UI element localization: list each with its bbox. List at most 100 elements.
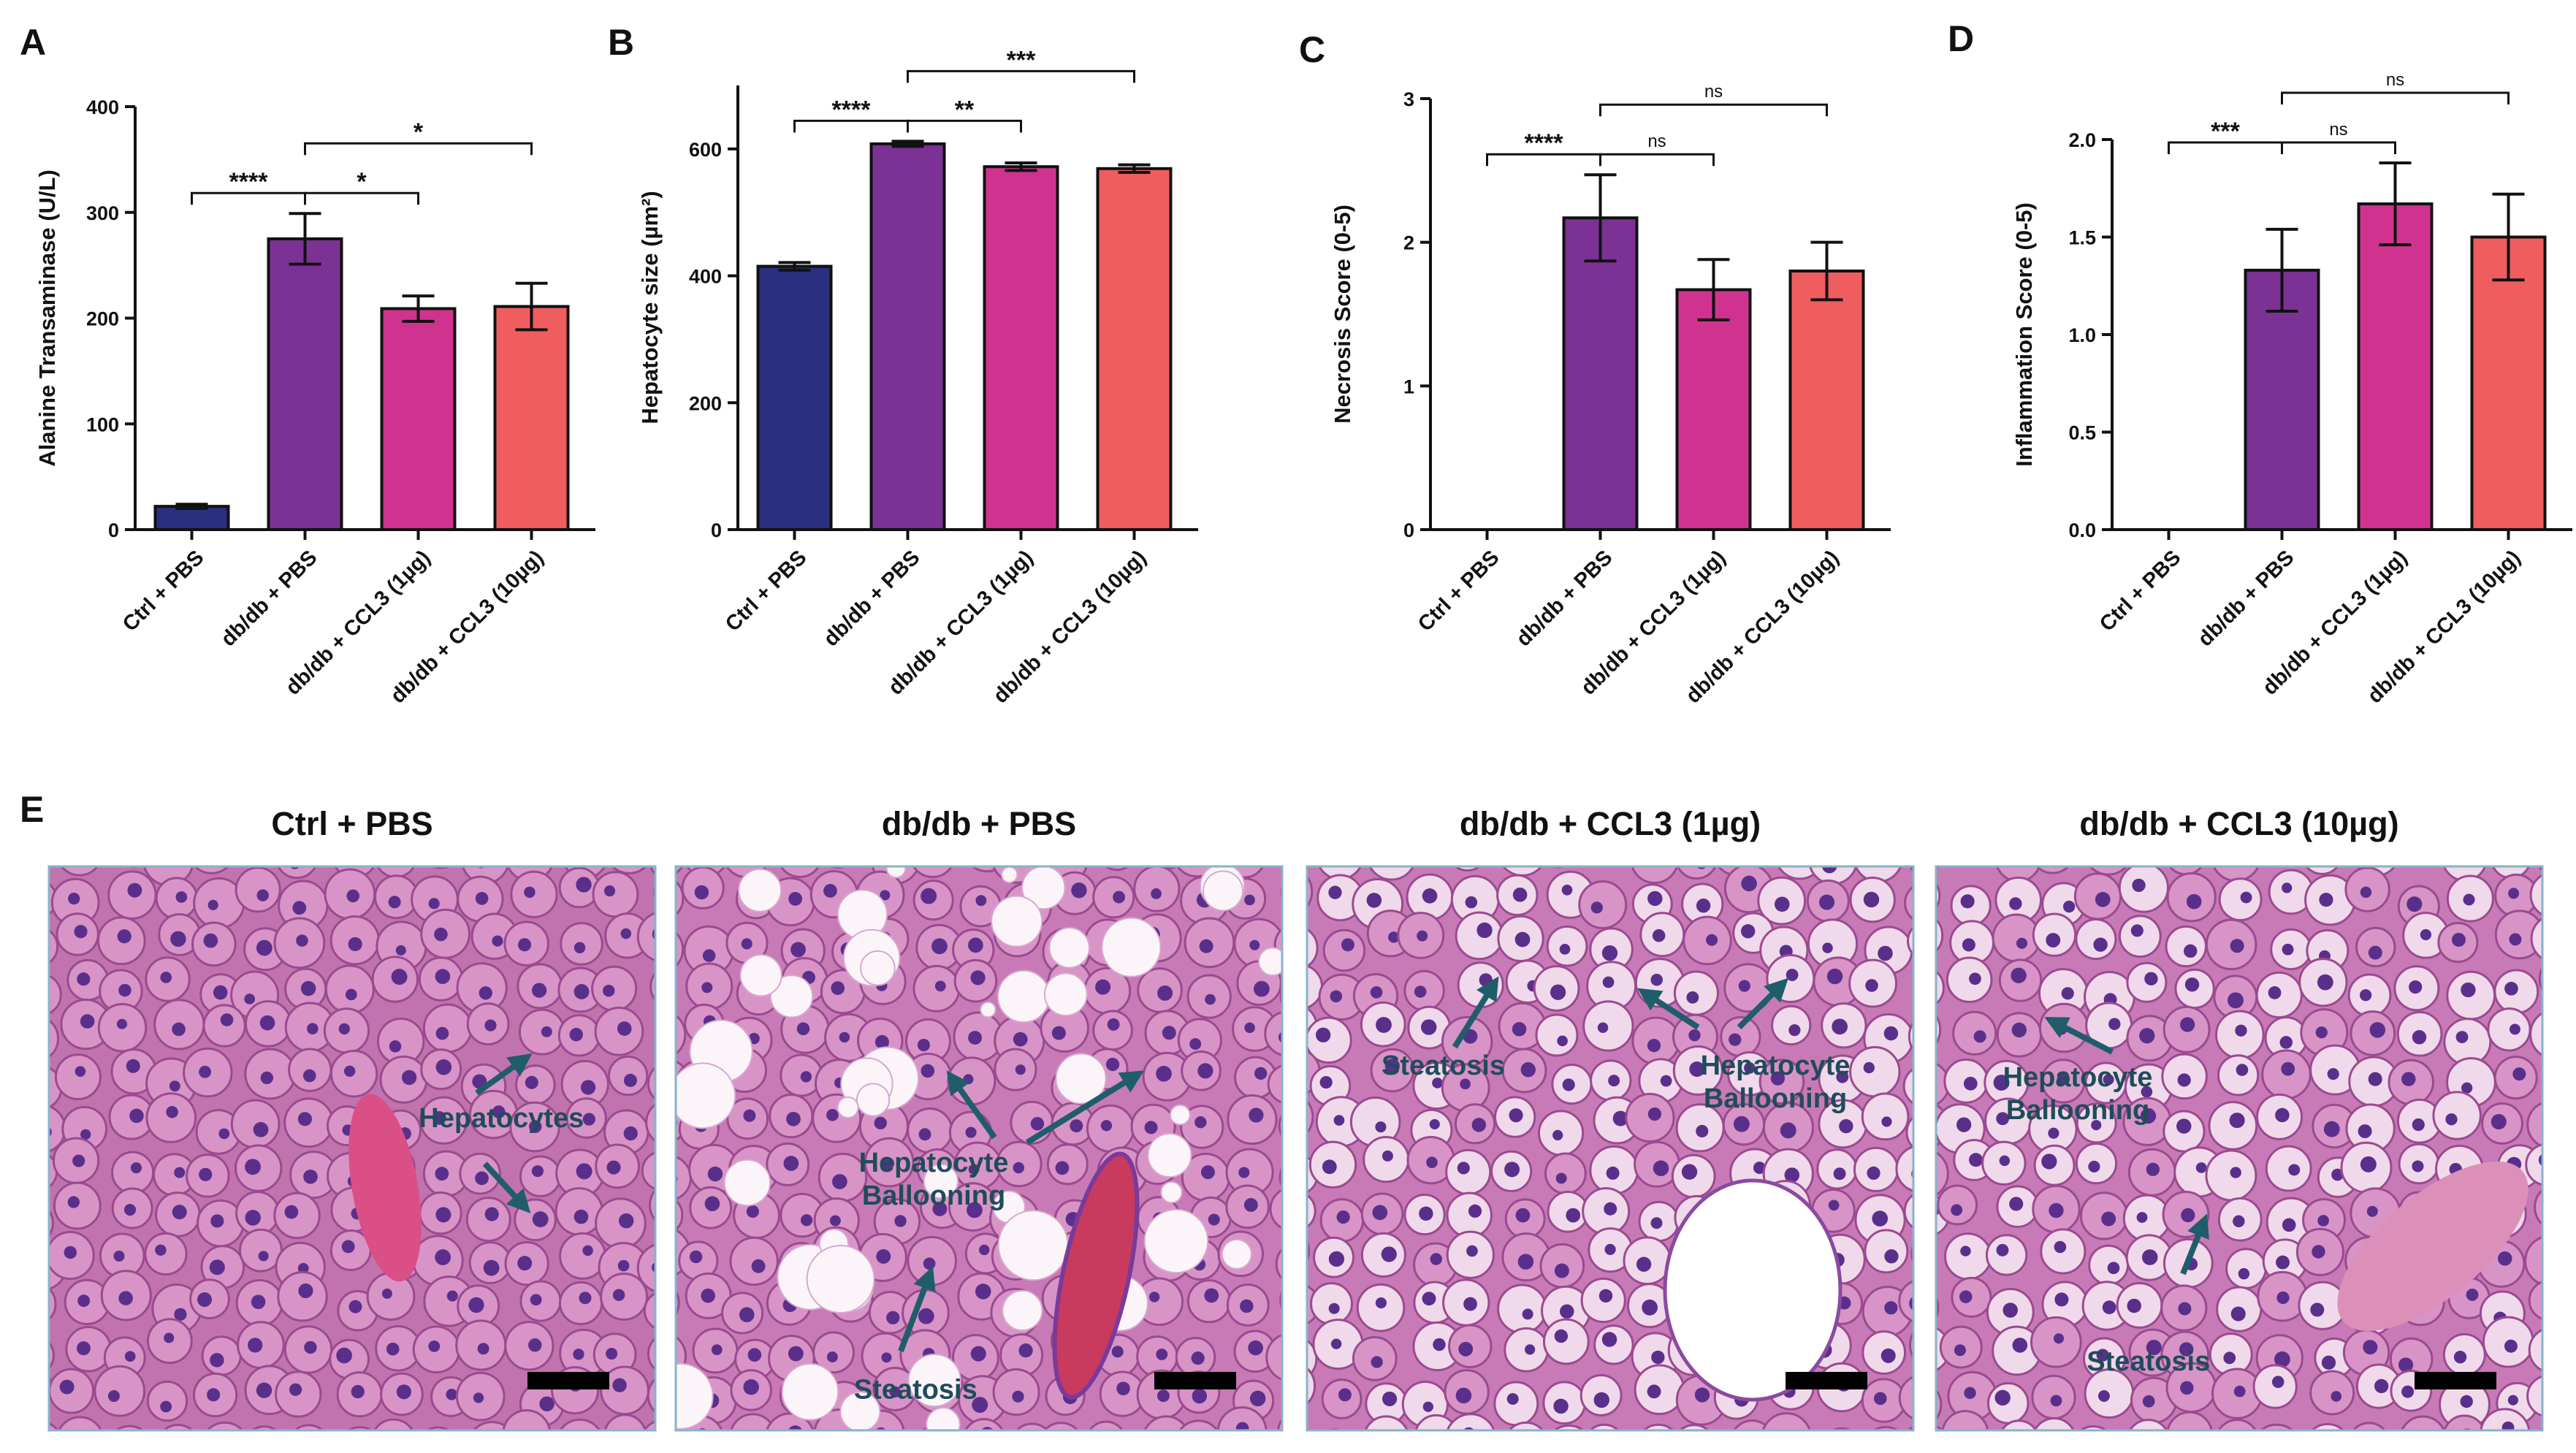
cell [1578,880,1628,930]
nucleus [127,882,142,898]
error-bar [1810,240,1843,302]
nucleus [209,1259,225,1275]
nucleus [1190,1431,1204,1445]
nucleus [2374,1378,2389,1394]
nucleus [786,1111,801,1126]
error-bar [778,261,811,272]
nucleus [790,942,806,958]
nucleus [2233,1215,2245,1227]
nucleus [701,982,713,994]
nucleus [617,1021,632,1036]
nucleus [2183,944,2198,958]
nucleus [606,1160,621,1175]
bar [493,305,570,531]
nucleus [1322,1159,1337,1175]
nucleus [2509,1023,2520,1035]
cell [1830,1427,1853,1430]
nucleus [1784,1167,1800,1183]
cell [912,866,953,878]
vacuole [980,1001,997,1018]
cell [730,1413,776,1430]
nucleus [2410,837,2422,849]
nucleus [1479,973,1493,987]
cell [676,866,684,875]
significance-label: *** [1007,46,1036,74]
nucleus [1156,1349,1168,1360]
nucleus [617,1259,630,1272]
nucleus [746,1431,758,1444]
nucleus [123,1203,137,1216]
cell [2035,866,2070,874]
nucleus [606,1348,618,1360]
nucleus [746,1205,759,1219]
bar [756,264,833,531]
cell [472,1421,512,1430]
nucleus [2556,1194,2569,1208]
nucleus [1422,1401,1433,1412]
nucleus [1515,1208,1531,1223]
cell [2528,1328,2542,1372]
nucleus [1476,922,1493,939]
y-tick-label: 3 [1403,88,1414,110]
nucleus [2317,1215,2329,1227]
nucleus [1557,1035,1568,1047]
cell [2526,1375,2542,1417]
cell [2524,1236,2542,1286]
vacuole [991,895,1043,947]
nucleus [1328,885,1342,899]
nucleus [2360,886,2372,899]
bar [1096,167,1173,531]
cell [49,975,62,1015]
image-border [674,865,1284,1432]
cell [1588,1423,1620,1430]
nucleus [197,1292,213,1307]
cell [647,1066,655,1101]
nucleus [172,1205,187,1220]
nucleus [2547,1291,2563,1307]
cell [1307,1016,1352,1064]
nucleus [1030,1117,1045,1131]
nucleus [2549,885,2564,899]
nucleus [1867,1166,1880,1181]
nucleus [284,1205,299,1219]
nucleus [1429,1118,1440,1130]
nucleus [80,1129,91,1140]
nucleus [1883,1026,1899,1041]
nucleus [918,1308,934,1324]
nucleus [2275,1107,2290,1123]
nucleus [64,1246,77,1259]
nucleus [1414,985,1427,998]
nucleus [1915,1439,1926,1450]
nucleus [2230,939,2244,953]
nucleus [341,1240,355,1254]
y-tick-label: 400 [86,96,119,118]
nucleus [435,969,451,985]
nucleus [307,1023,319,1034]
nucleus [1287,1350,1297,1361]
cell [502,1409,551,1430]
cell [2033,1417,2075,1430]
histology-image [49,866,655,1430]
nucleus [1917,1404,1929,1416]
nucleus [2095,891,2111,907]
cell [94,1365,146,1417]
nucleus [348,937,362,952]
nucleus [1969,1153,1984,1167]
cell [641,1151,655,1190]
cell [54,1053,102,1101]
nucleus [823,884,837,898]
annotation-arrow [898,1266,936,1352]
nucleus [1561,884,1573,896]
nucleus [428,1340,441,1352]
nucleus [834,845,846,857]
nucleus [1836,1070,1849,1083]
vacuole [676,1062,736,1129]
cell [1542,1318,1590,1365]
nucleus [1920,1209,1935,1224]
nucleus [2363,1340,2378,1355]
nucleus [1105,1437,1115,1447]
cell [2352,1422,2386,1430]
nucleus [1681,1164,1698,1180]
nucleus [2409,980,2423,994]
nucleus [2229,1113,2245,1129]
